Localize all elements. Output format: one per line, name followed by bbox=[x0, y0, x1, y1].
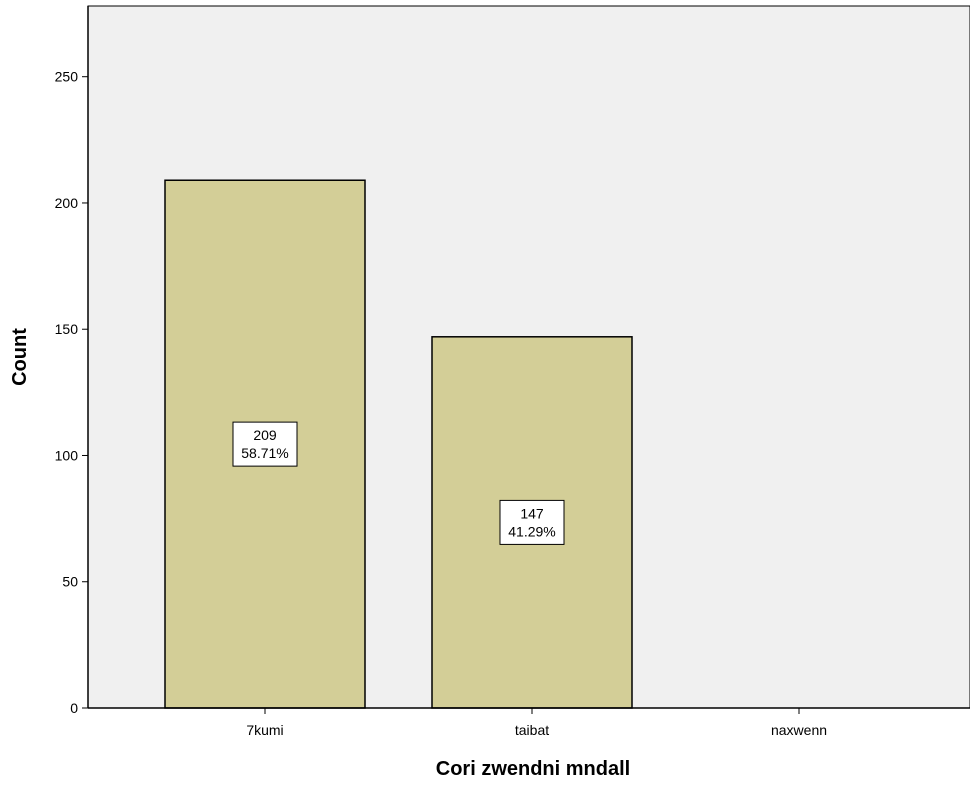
data-label-box bbox=[232, 421, 298, 467]
x-axis-title: Cori zwendni mndall bbox=[436, 758, 630, 780]
data-label-percent: 58.71% bbox=[241, 445, 288, 461]
data-label-box bbox=[499, 499, 565, 545]
data-label-count: 209 bbox=[253, 427, 277, 443]
y-tick-label: 50 bbox=[62, 574, 78, 590]
x-tick-label-naxwenn: naxwenn bbox=[771, 722, 827, 738]
y-tick-label: 250 bbox=[55, 69, 79, 85]
x-ticks-group: 7kumi taibat naxwenn bbox=[246, 708, 827, 738]
x-tick-label-taibat: taibat bbox=[515, 722, 549, 738]
y-tick-label: 150 bbox=[55, 321, 79, 337]
data-label-taibat: 147 41.29% bbox=[499, 499, 565, 545]
y-tick-label: 0 bbox=[70, 700, 78, 716]
data-label-count: 147 bbox=[520, 505, 544, 521]
y-tick-label: 100 bbox=[55, 447, 79, 463]
y-tick-label: 200 bbox=[55, 195, 79, 211]
y-ticks-group: 0 50 100 150 200 250 bbox=[55, 69, 88, 716]
data-labels-group: 209 58.71% 147 41.29% bbox=[232, 421, 565, 545]
x-tick-label-7kumi: 7kumi bbox=[246, 722, 283, 738]
y-axis-title: Count bbox=[9, 328, 31, 386]
data-label-percent: 41.29% bbox=[508, 523, 555, 539]
data-label-7kumi: 209 58.71% bbox=[232, 421, 298, 467]
